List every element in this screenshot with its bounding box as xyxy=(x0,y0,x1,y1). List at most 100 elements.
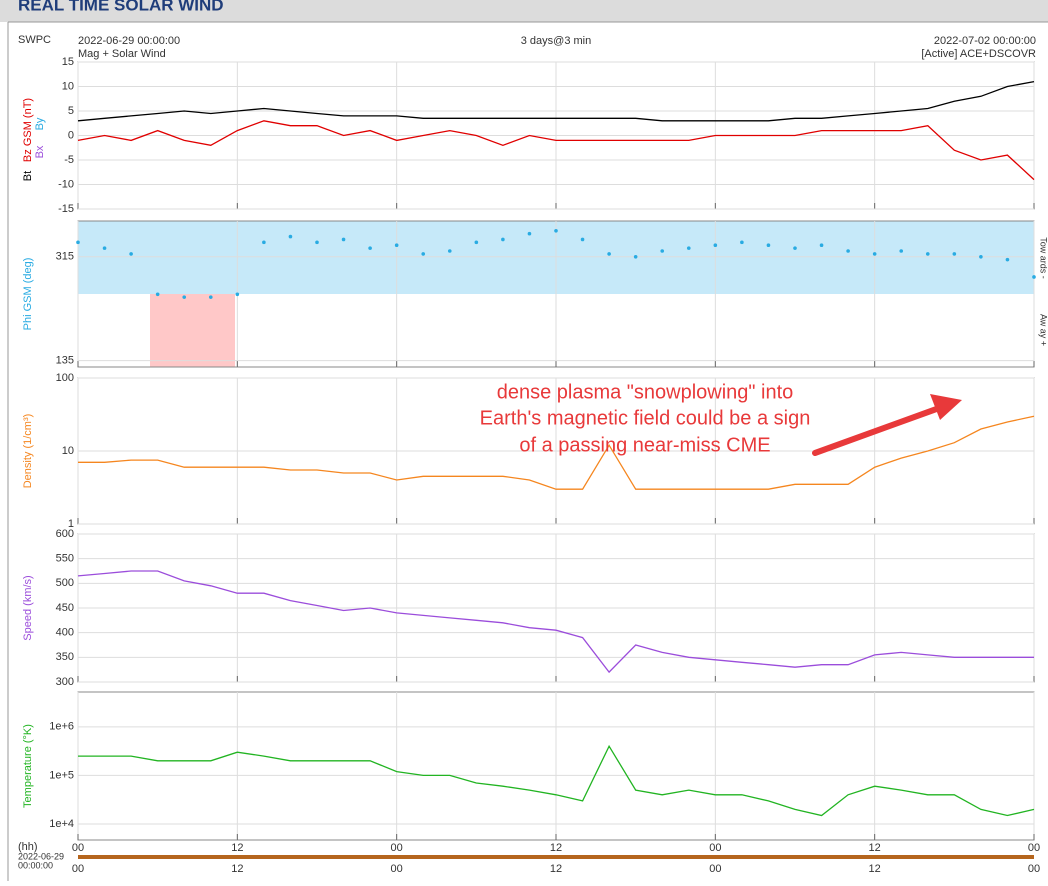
y-axis-label: Phi GSM (deg) xyxy=(22,258,34,331)
data-point xyxy=(633,254,638,259)
x-tick-label: 12 xyxy=(869,842,881,854)
y-tick-label: 350 xyxy=(56,651,74,663)
y-tick-label: 600 xyxy=(56,528,74,540)
data-point xyxy=(394,243,399,248)
x-tick-label: 00 xyxy=(72,863,84,875)
data-line xyxy=(78,744,1035,817)
y-tick-label: 300 xyxy=(56,676,74,688)
side-label: Tow ards - xyxy=(1039,237,1048,279)
data-point xyxy=(315,240,319,245)
start-time: 2022-06-29 00:00:00 xyxy=(78,35,180,47)
y-tick-label: 135 xyxy=(56,355,74,367)
y-tick-label: 1e+6 xyxy=(49,721,74,733)
data-point xyxy=(421,252,426,256)
x-tick-label: 12 xyxy=(231,842,243,854)
x-tick-label: 12 xyxy=(869,863,881,875)
x-time: 00:00:00 xyxy=(18,860,53,870)
legend-entry: Bt xyxy=(22,171,34,181)
data-point xyxy=(129,252,133,256)
data-line xyxy=(77,570,1034,674)
y-tick-label: 500 xyxy=(56,577,74,589)
data-point xyxy=(182,295,187,299)
x-tick-label: 00 xyxy=(391,863,403,875)
data-point xyxy=(501,237,505,242)
subtitle: Mag + Solar Wind xyxy=(78,48,166,60)
header-band xyxy=(0,0,1048,22)
data-point xyxy=(793,246,797,250)
data-point xyxy=(262,240,266,245)
data-point xyxy=(447,249,452,253)
data-point xyxy=(235,292,240,297)
y-tick-label: 450 xyxy=(56,602,74,614)
y-tick-label: 400 xyxy=(56,627,74,639)
data-point xyxy=(846,249,850,253)
x-date: 2022-06-29 xyxy=(18,851,64,861)
annotation-arrow xyxy=(812,404,945,456)
data-point xyxy=(713,243,718,248)
y-tick-label: 100 xyxy=(56,372,74,384)
data-point xyxy=(686,246,691,250)
y-tick-label: -10 xyxy=(58,178,74,190)
x-tick-label: 12 xyxy=(550,863,562,875)
y-axis-label: Density (1/cm³) xyxy=(22,414,34,489)
data-point xyxy=(1005,257,1010,262)
annotation-line: dense plasma "snowplowing" into xyxy=(497,381,794,403)
data-point xyxy=(899,249,904,253)
data-point xyxy=(607,252,611,256)
charts: -15 -10 -5 0 5 10 15 Bz GSM (nT) Bt Bx By 135 315 Phi… xyxy=(22,56,1048,875)
data-point xyxy=(952,252,957,256)
y-tick-label: 1 xyxy=(68,518,74,530)
y-tick-label: 5 xyxy=(68,105,74,117)
side-label: Aw ay + xyxy=(1039,314,1048,346)
page-title: REAL TIME SOLAR WIND xyxy=(18,0,224,14)
annotation-line: Earth's magnetic field could be a sign xyxy=(480,407,811,429)
data-line xyxy=(78,415,1035,490)
annotation: dense plasma "snowplowing" into Earth's … xyxy=(480,381,962,456)
data-point xyxy=(872,252,877,256)
annotation-arrowhead xyxy=(930,394,962,420)
away-band xyxy=(150,294,235,367)
data-point xyxy=(288,234,293,239)
x-tick-label: 00 xyxy=(709,863,721,875)
data-point xyxy=(208,295,213,299)
x-tick-label: 12 xyxy=(231,863,243,875)
data-point xyxy=(740,240,744,245)
data-point xyxy=(474,240,479,245)
y-axis-label: Speed (km/s) xyxy=(22,575,34,640)
x-tick-label: 00 xyxy=(1028,842,1040,854)
data-point xyxy=(341,237,346,242)
y-tick-label: 10 xyxy=(62,445,74,457)
y-tick-label: -5 xyxy=(64,154,74,166)
y-tick-label: 550 xyxy=(56,553,74,565)
data-point xyxy=(554,229,558,233)
x-tick-label: 00 xyxy=(1028,863,1040,875)
data-point xyxy=(1032,275,1036,279)
data-point xyxy=(102,246,107,250)
end-time: 2022-07-02 00:00:00 xyxy=(934,35,1036,47)
data-point xyxy=(766,243,771,248)
x-tick-label: 00 xyxy=(709,842,721,854)
data-point xyxy=(925,252,930,256)
status: [Active] ACE+DSCOVR xyxy=(921,48,1036,60)
y-tick-label: -15 xyxy=(58,203,74,215)
data-line xyxy=(77,120,1035,181)
y-tick-label: 10 xyxy=(62,80,74,92)
data-point xyxy=(979,254,983,259)
y-tick-label: 1e+5 xyxy=(49,769,74,781)
data-point xyxy=(660,249,665,253)
y-tick-label: 1e+4 xyxy=(49,818,74,830)
y-axis-label: Bz GSM (nT) xyxy=(22,98,34,162)
x-tick-label: 00 xyxy=(72,842,84,854)
span: 3 days@3 min xyxy=(521,35,591,47)
x-tick-label: 12 xyxy=(550,842,562,854)
x-tick-label: 00 xyxy=(391,842,403,854)
source: SWPC xyxy=(18,34,51,46)
y-tick-label: 15 xyxy=(62,56,74,68)
data-point xyxy=(527,231,532,236)
legend-entry: Bx xyxy=(34,145,46,158)
x-unit: (hh) xyxy=(18,841,38,853)
y-tick-label: 0 xyxy=(68,129,74,141)
data-point xyxy=(368,246,372,250)
data-point xyxy=(76,240,80,245)
